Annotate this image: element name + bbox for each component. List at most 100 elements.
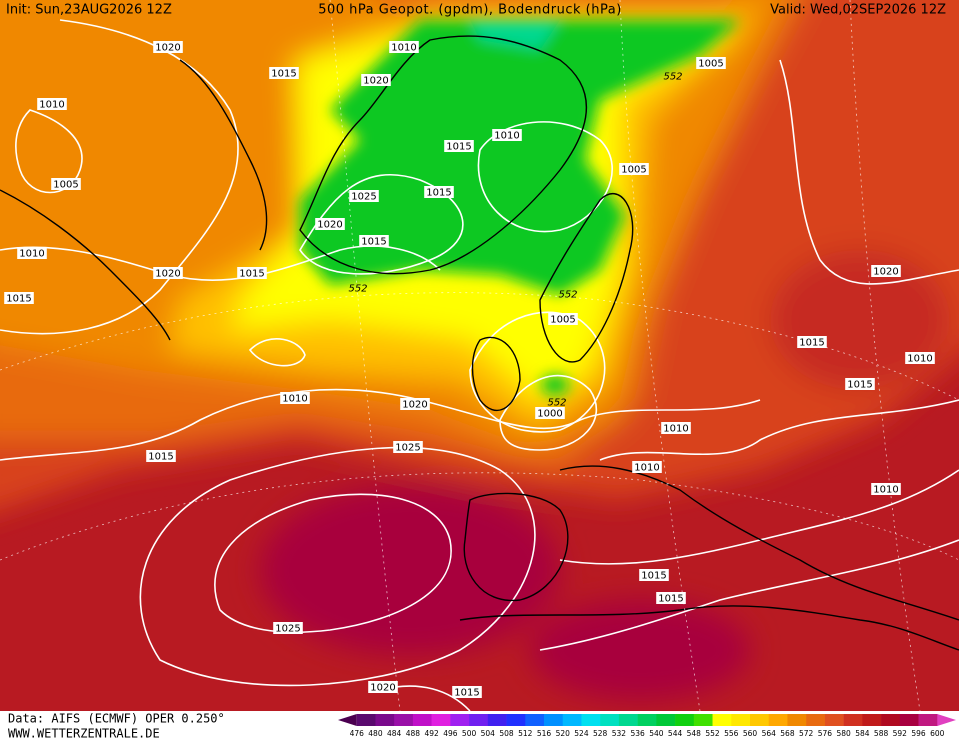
colorbar-swatch (581, 714, 601, 726)
contour-label-box (452, 686, 482, 698)
contour-label-box (393, 441, 423, 453)
colorbar-swatch (618, 714, 638, 726)
contour-label: 1005 (698, 59, 723, 70)
colorbar-label: 588 (874, 729, 889, 738)
colorbar-swatch (637, 714, 657, 726)
colorbar-swatch (750, 714, 770, 726)
contour-label: 1010 (634, 463, 659, 474)
colorbar-label: 500 (462, 729, 477, 738)
colorbar-label: 520 (556, 729, 571, 738)
colorbar-swatch (562, 714, 582, 726)
contour-label: 552 (348, 284, 367, 295)
contour-label-box (280, 392, 310, 404)
colorbar-swatch (675, 714, 695, 726)
colorbar-swatch (544, 714, 564, 726)
colorbar-swatch (487, 714, 507, 726)
contour-label-box (153, 41, 183, 53)
colorbar-swatch (394, 714, 414, 726)
contour-label-box (315, 218, 345, 230)
contour-label-box (661, 422, 691, 434)
colorbar-swatch (356, 714, 376, 726)
colorbar-swatch (375, 714, 395, 726)
contour-label: 1025 (351, 192, 376, 203)
contour-label: 1020 (317, 220, 342, 231)
contour-label: 1015 (239, 269, 264, 280)
contour-label-box (797, 336, 827, 348)
colorbar-label: 480 (368, 729, 383, 738)
contour-label-box (871, 483, 901, 495)
contour-label: 1020 (155, 269, 180, 280)
colorbar-swatch (843, 714, 863, 726)
colorbar-label: 524 (574, 729, 589, 738)
colorbar-label: 504 (481, 729, 496, 738)
contour-label: 1015 (426, 188, 451, 199)
contour-label: 1015 (658, 594, 683, 605)
contour-label-box (389, 41, 419, 53)
contour-label: 1010 (494, 131, 519, 142)
contour-label-box (548, 313, 578, 325)
contour-label: 1010 (282, 394, 307, 405)
contour-label: 552 (558, 290, 577, 301)
colorbar-label: 492 (424, 729, 439, 738)
contour-label-box (619, 163, 649, 175)
colorbar-arrow (338, 714, 357, 726)
contour-label-box (696, 57, 726, 69)
contour-label-box (424, 186, 454, 198)
contour-label: 1015 (271, 69, 296, 80)
contour-label: 1020 (363, 76, 388, 87)
contour-label-box (444, 140, 474, 152)
contour-label-box (845, 378, 875, 390)
contour-label-box (17, 247, 47, 259)
contour-label: 1010 (873, 485, 898, 496)
contour-label-box (492, 129, 522, 141)
colorbar-swatch (600, 714, 620, 726)
contour-label-box (51, 178, 81, 190)
contour-label-box (639, 569, 669, 581)
init-time: Init: Sun,23AUG2026 12Z (6, 3, 172, 18)
colorbar-swatch (731, 714, 751, 726)
colorbar-label: 560 (743, 729, 758, 738)
contour-label-box (349, 190, 379, 202)
contour-label-box (153, 267, 183, 279)
colorbar-swatch (787, 714, 807, 726)
colorbar-label: 568 (780, 729, 795, 738)
colorbar-swatch (824, 714, 844, 726)
colorbar-swatch (412, 714, 432, 726)
contour-label: 1015 (148, 452, 173, 463)
map-title: 500 hPa Geopot. (gpdm), Bodendruck (hPa) (318, 3, 622, 18)
colorbar-label: 476 (350, 729, 365, 738)
colorbar-label: 516 (537, 729, 552, 738)
contour-label: 1010 (39, 100, 64, 111)
colorbar-label: 572 (799, 729, 814, 738)
contour-label: 1020 (873, 267, 898, 278)
coastlines (0, 35, 959, 651)
contour-label-box (871, 265, 901, 277)
colorbar-swatch (450, 714, 470, 726)
contour-label: 1010 (19, 249, 44, 260)
colorbar-swatch (899, 714, 919, 726)
geopotential-field (0, 0, 959, 711)
colorbar-swatch (656, 714, 676, 726)
contour-label: 1000 (537, 409, 562, 420)
contour-label-box (4, 292, 34, 304)
contour-label-box (361, 74, 391, 86)
colorbar-label: 508 (499, 729, 514, 738)
valid-time: Valid: Wed,02SEP2026 12Z (770, 3, 946, 18)
contour-label: 1020 (155, 43, 180, 54)
contour-label-box (37, 98, 67, 110)
colorbar-swatch (693, 714, 713, 726)
contour-label-box (269, 67, 299, 79)
site-url: WWW.WETTERZENTRALE.DE (8, 727, 160, 741)
colorbar-label: 536 (630, 729, 645, 738)
colorbar-label: 512 (518, 729, 533, 738)
graticule (0, 0, 959, 711)
colorbar-label: 564 (762, 729, 777, 738)
contour-label: 1015 (446, 142, 471, 153)
contour-label: 1005 (621, 165, 646, 176)
colorbar-swatch (712, 714, 732, 726)
contour-label: 1015 (361, 237, 386, 248)
contour-label: 1020 (402, 400, 427, 411)
colorbar-swatch (768, 714, 788, 726)
colorbar-label: 556 (724, 729, 739, 738)
colorbar-swatch (806, 714, 826, 726)
